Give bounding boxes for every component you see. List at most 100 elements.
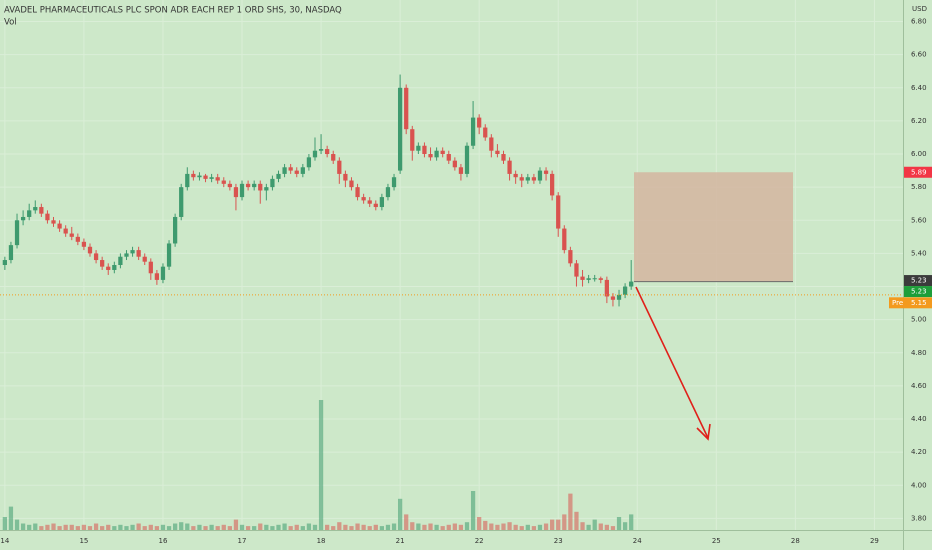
candle-body bbox=[477, 117, 482, 128]
volume-bar bbox=[185, 523, 190, 530]
volume-bar bbox=[404, 514, 409, 530]
volume-bar bbox=[452, 523, 457, 530]
volume-bar bbox=[306, 523, 312, 530]
price-label-box bbox=[889, 297, 932, 309]
volume-bar bbox=[464, 522, 470, 530]
x-tick-label: 25 bbox=[712, 537, 721, 545]
candle-body bbox=[112, 265, 117, 270]
volume-bar bbox=[616, 517, 622, 530]
volume-bar bbox=[166, 526, 172, 530]
y-tick-label: 5.60 bbox=[911, 216, 927, 224]
volume-bar bbox=[489, 523, 494, 530]
candle-body bbox=[616, 294, 622, 300]
candle-body bbox=[63, 228, 68, 234]
x-tick-label: 15 bbox=[79, 537, 88, 545]
candle-body bbox=[458, 167, 464, 174]
volume-bar bbox=[130, 524, 135, 530]
x-tick-label: 24 bbox=[633, 537, 642, 545]
candle-body bbox=[610, 296, 616, 300]
x-tick-label: 18 bbox=[317, 537, 326, 545]
candle-body bbox=[543, 170, 549, 174]
candle-body bbox=[428, 154, 433, 158]
volume-bar bbox=[622, 522, 628, 530]
candle-body bbox=[562, 228, 567, 251]
volume-bar bbox=[397, 498, 403, 530]
candle-body bbox=[124, 253, 129, 257]
volume-bar bbox=[136, 523, 141, 530]
candle-body bbox=[203, 175, 208, 179]
arrow-head bbox=[696, 423, 711, 441]
arrow-line bbox=[635, 286, 709, 439]
candle-body bbox=[142, 256, 147, 262]
candle-body bbox=[300, 167, 305, 174]
volume-bar bbox=[300, 526, 305, 530]
candle-body bbox=[87, 246, 93, 254]
volume-bar bbox=[142, 526, 147, 530]
candle-body bbox=[27, 210, 32, 217]
volume-bar bbox=[495, 524, 500, 530]
candle-body bbox=[130, 250, 135, 254]
candle-body bbox=[136, 250, 141, 257]
price-label: 5.23 bbox=[911, 277, 927, 285]
y-tick-label: 4.20 bbox=[911, 448, 927, 456]
y-tick-label: 6.60 bbox=[911, 51, 927, 59]
volume-bar bbox=[543, 523, 549, 530]
candle-body bbox=[379, 197, 385, 208]
volume-bar bbox=[294, 524, 299, 530]
candle-body bbox=[452, 160, 457, 168]
volume-bar bbox=[39, 526, 44, 530]
volume-bar bbox=[69, 524, 74, 530]
volume-bar bbox=[172, 523, 178, 530]
candle-body bbox=[446, 154, 451, 161]
volume-bar bbox=[245, 526, 251, 530]
volume-bar bbox=[519, 526, 524, 530]
volume-bar bbox=[221, 524, 226, 530]
candle-body bbox=[337, 160, 342, 174]
y-tick-label: 6.40 bbox=[911, 84, 927, 92]
candle-body bbox=[227, 183, 232, 188]
candle-body bbox=[489, 137, 494, 151]
candle-body bbox=[367, 200, 372, 204]
volume-bar bbox=[562, 514, 567, 530]
candle-body bbox=[100, 260, 105, 267]
candle-body bbox=[519, 177, 524, 181]
candle-body bbox=[373, 203, 378, 208]
x-tick-label: 17 bbox=[238, 537, 247, 545]
candle-body bbox=[404, 87, 409, 130]
candle-body bbox=[276, 173, 281, 179]
candle-body bbox=[148, 261, 153, 274]
x-tick-label: 28 bbox=[791, 537, 800, 545]
candle-body bbox=[440, 150, 445, 155]
volume-bar bbox=[422, 524, 427, 530]
volume-bar bbox=[410, 522, 415, 530]
volume-bar bbox=[580, 522, 585, 530]
price-label: 5.23 bbox=[911, 288, 927, 296]
candle-body bbox=[349, 180, 354, 188]
volume-bar bbox=[483, 520, 488, 530]
volume-bar bbox=[2, 517, 7, 530]
volume-bar bbox=[276, 524, 281, 530]
candle-body bbox=[118, 256, 123, 265]
y-tick-label: 5.00 bbox=[911, 316, 927, 324]
volume-bar bbox=[203, 526, 208, 530]
volume-bar bbox=[610, 526, 616, 530]
candle-body bbox=[580, 276, 585, 280]
candle-body bbox=[154, 273, 160, 280]
candle-body bbox=[622, 286, 628, 295]
candle-body bbox=[325, 149, 330, 155]
candle-body bbox=[464, 145, 470, 174]
candle-body bbox=[252, 183, 257, 188]
candle-body bbox=[239, 183, 245, 198]
volume-bar bbox=[331, 526, 336, 530]
volume-bar bbox=[556, 519, 561, 530]
candle-body bbox=[191, 173, 196, 178]
candle-body bbox=[604, 279, 609, 297]
volume-bar bbox=[87, 526, 93, 530]
candle-body bbox=[550, 173, 555, 196]
volume-bar bbox=[27, 524, 32, 530]
volume-bar bbox=[586, 524, 591, 530]
candle-body bbox=[361, 197, 366, 201]
candle-body bbox=[422, 145, 427, 155]
volume-bar bbox=[513, 524, 518, 530]
candle-body bbox=[258, 183, 263, 191]
